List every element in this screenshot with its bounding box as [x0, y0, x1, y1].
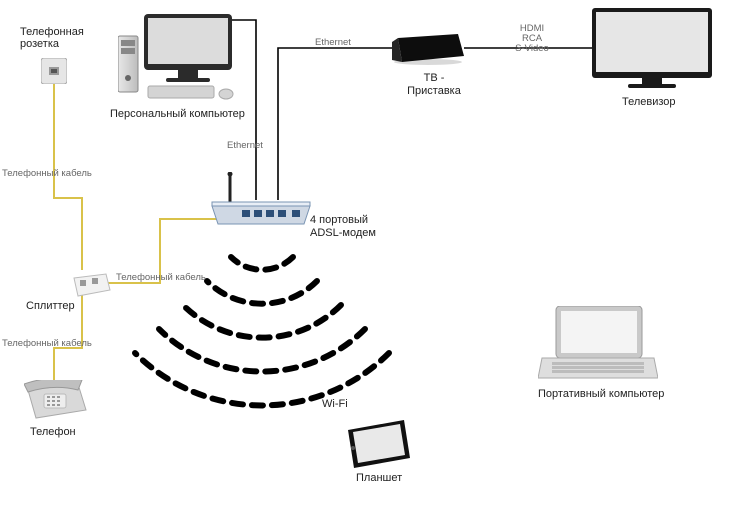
- ethernet-label-pc: Ethernet: [227, 140, 263, 151]
- ethernet-label-stb: Ethernet: [315, 37, 351, 48]
- wifi-label: Wi-Fi: [322, 398, 348, 410]
- phone-cable-label-3: Телефонный кабель: [2, 338, 92, 349]
- phone-label: Телефон: [30, 426, 76, 438]
- set-top-box: [392, 32, 464, 71]
- pc: [118, 14, 238, 107]
- telephone: [24, 380, 90, 429]
- laptop-label: Портативный компьютер: [538, 388, 664, 400]
- tablet: [344, 420, 414, 475]
- video-cables-label: HDMIRCAS-Video: [508, 24, 556, 54]
- pc-label: Персональный компьютер: [110, 108, 245, 120]
- modem-label: 4 портовыйADSL-модем: [310, 214, 376, 240]
- adsl-modem: [210, 172, 320, 237]
- phone-cable-label-1: Телефонный кабель: [2, 168, 92, 179]
- tablet-label: Планшет: [356, 472, 402, 484]
- splitter-label: Сплиттер: [26, 300, 75, 312]
- phone-cable-label-2: Телефонный кабель: [116, 272, 206, 283]
- tv: [592, 8, 712, 97]
- wall-jack: [41, 58, 67, 89]
- tv-label: Телевизор: [622, 96, 676, 108]
- stb-label: ТВ - Приставка: [404, 72, 464, 98]
- splitter: [72, 270, 112, 303]
- wall-jack-label-l1: Телефонная розетка: [20, 26, 100, 50]
- laptop: [538, 306, 658, 391]
